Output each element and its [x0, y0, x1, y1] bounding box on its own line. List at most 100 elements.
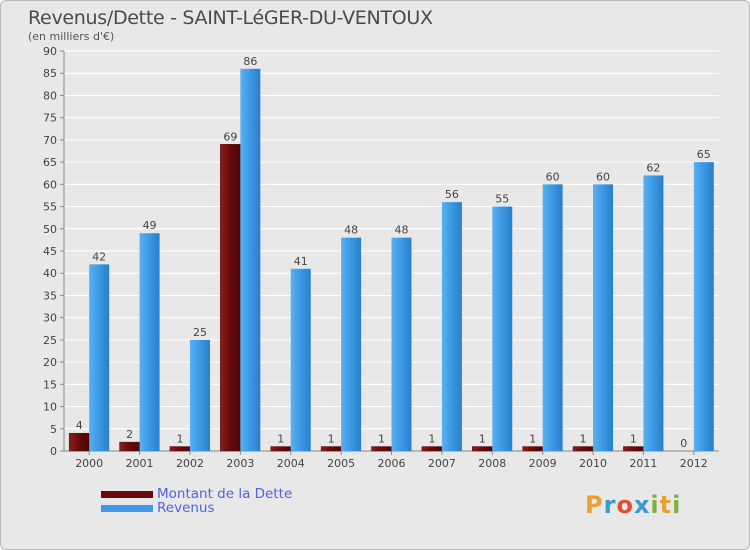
y-tick-label: 10	[43, 401, 57, 414]
logo-letter: i	[650, 491, 660, 519]
data-label-dette: 1	[176, 433, 183, 446]
data-label-revenus: 42	[92, 250, 106, 263]
bar-dette	[421, 446, 443, 452]
chart-subtitle: (en milliers d'€)	[28, 30, 115, 43]
bar-revenus	[139, 233, 160, 451]
chart-title: Revenus/Dette - SAINT-LéGER-DU-VENTOUX	[28, 7, 433, 29]
y-tick-label: 35	[43, 289, 57, 302]
bar-dette	[572, 446, 594, 452]
bar-revenus	[542, 184, 563, 452]
bar-revenus	[391, 237, 412, 451]
bar-revenus	[441, 202, 462, 451]
data-label-revenus: 48	[344, 224, 358, 237]
data-label-dette: 1	[428, 433, 435, 446]
legend-swatch-revenus	[101, 504, 153, 512]
y-tick-label: 90	[43, 45, 57, 58]
logo-letter: x	[633, 491, 651, 519]
data-label-dette: 1	[328, 433, 335, 446]
logo-letter: t	[659, 491, 673, 519]
y-tick-label: 0	[50, 445, 57, 458]
y-tick-label: 25	[43, 334, 57, 347]
logo-letter: r	[603, 491, 617, 519]
bar-dette	[119, 441, 140, 452]
data-label-dette: 1	[378, 433, 385, 446]
bar-revenus	[189, 339, 210, 451]
logo-letter: o	[616, 491, 634, 519]
x-tick-label: 2004	[277, 457, 305, 470]
x-tick-label: 2007	[428, 457, 456, 470]
legend-item-dette: Montant de la Dette	[101, 486, 293, 502]
data-label-revenus: 48	[395, 224, 409, 237]
data-label-revenus: 60	[596, 170, 610, 183]
y-tick-label: 80	[43, 89, 57, 102]
bar-dette	[169, 446, 191, 452]
y-tick-label: 45	[43, 245, 57, 258]
y-tick-label: 20	[43, 356, 57, 369]
x-tick-label: 2010	[579, 457, 607, 470]
data-label-revenus: 86	[243, 55, 257, 68]
data-label-dette: 0	[680, 437, 687, 450]
legend-label-dette: Montant de la Dette	[157, 486, 293, 502]
legend-swatch-dette	[101, 490, 153, 498]
data-label-revenus: 60	[546, 170, 560, 183]
data-label-revenus: 49	[143, 219, 157, 232]
bar-dette	[623, 446, 644, 452]
bar-dette	[270, 446, 291, 452]
data-label-revenus: 25	[193, 326, 207, 339]
bar-dette	[472, 446, 493, 452]
bar-revenus	[593, 184, 614, 452]
bar-dette	[371, 446, 392, 452]
data-label-dette: 1	[630, 433, 637, 446]
x-tick-label: 2006	[378, 457, 406, 470]
x-tick-label: 2000	[75, 457, 103, 470]
data-label-revenus: 41	[294, 255, 308, 268]
legend-item-revenus: Revenus	[101, 500, 292, 516]
bar-revenus	[89, 264, 110, 451]
y-tick-label: 55	[43, 201, 57, 214]
data-label-revenus: 55	[495, 193, 509, 206]
x-tick-label: 2008	[478, 457, 506, 470]
data-label-revenus: 56	[445, 188, 459, 201]
logo-letter: P	[585, 491, 604, 519]
y-tick-label: 60	[43, 178, 57, 191]
data-label-dette: 4	[76, 419, 83, 432]
data-label-dette: 69	[223, 130, 237, 143]
y-tick-label: 75	[43, 112, 57, 125]
bar-revenus	[492, 206, 513, 451]
data-label-dette: 2	[126, 428, 133, 441]
bar-revenus	[341, 237, 362, 451]
bar-revenus	[290, 268, 311, 451]
y-tick-label: 70	[43, 134, 57, 147]
y-tick-label: 40	[43, 267, 57, 280]
y-tick-label: 5	[50, 423, 57, 436]
x-tick-label: 2002	[176, 457, 204, 470]
x-tick-label: 2012	[680, 457, 708, 470]
legend-label-revenus: Revenus	[157, 500, 215, 516]
y-tick-label: 50	[43, 223, 57, 236]
y-tick-label: 85	[43, 67, 57, 80]
y-tick-label: 15	[43, 378, 57, 391]
bar-dette	[68, 432, 90, 452]
x-tick-label: 2001	[126, 457, 154, 470]
x-tick-label: 2003	[226, 457, 254, 470]
y-tick-label: 30	[43, 312, 57, 325]
bar-revenus	[643, 175, 664, 451]
data-label-dette: 1	[277, 433, 284, 446]
bar-revenus	[240, 68, 261, 452]
bar-dette	[522, 446, 543, 452]
x-tick-label: 2011	[629, 457, 657, 470]
x-tick-label: 2009	[529, 457, 557, 470]
bar-dette	[320, 446, 342, 452]
data-label-dette: 1	[580, 433, 587, 446]
data-label-dette: 1	[529, 433, 536, 446]
legend: Montant de la Dette Revenus	[101, 486, 293, 516]
proxiti-logo: Proxiti	[585, 491, 681, 519]
data-label-revenus: 65	[697, 148, 711, 161]
data-label-revenus: 62	[646, 161, 660, 174]
data-label-dette: 1	[479, 433, 486, 446]
bar-dette	[220, 144, 241, 452]
y-tick-label: 65	[43, 156, 57, 169]
x-tick-label: 2005	[327, 457, 355, 470]
